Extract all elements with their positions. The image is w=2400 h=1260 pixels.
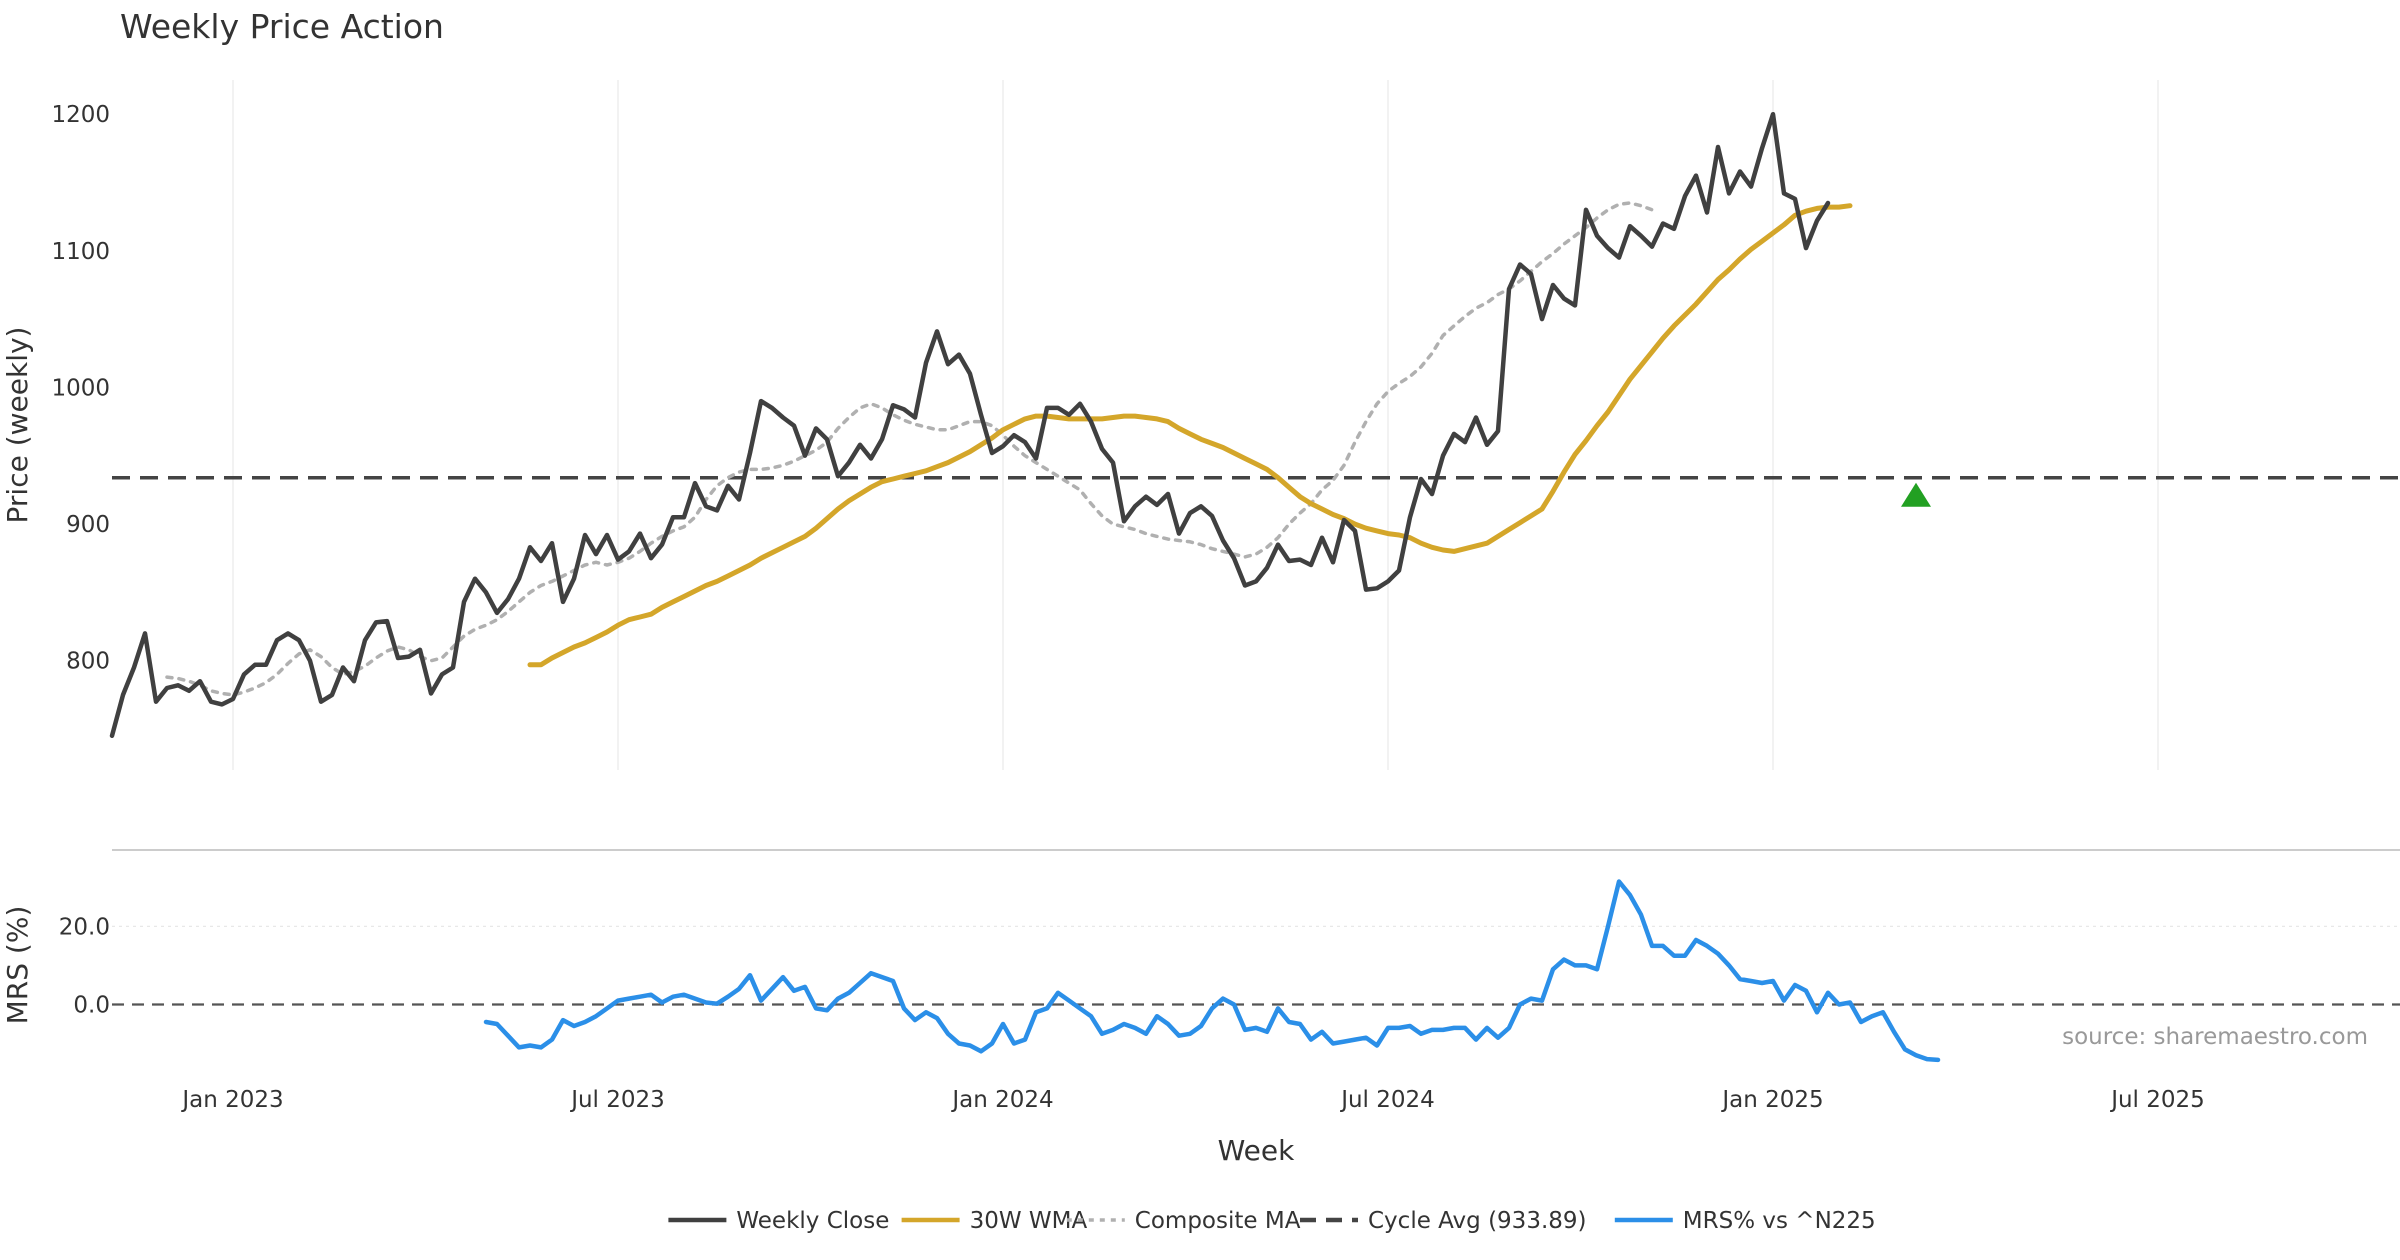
mrs-y-label: MRS (%) bbox=[1, 906, 34, 1025]
price-y-tick-label: 1000 bbox=[51, 375, 110, 401]
legend-label: Composite MA bbox=[1135, 1208, 1301, 1234]
x-tick-label: Jul 2023 bbox=[569, 1087, 665, 1113]
x-tick-label: Jan 2025 bbox=[1720, 1087, 1823, 1113]
x-tick-label: Jul 2024 bbox=[1339, 1087, 1435, 1113]
mrs-y-tick-label: 0.0 bbox=[73, 992, 110, 1018]
price-y-tick-label: 800 bbox=[66, 649, 110, 675]
mrs-panel: 0.0 20.0 MRS (%) source: sharemaestro.com bbox=[1, 879, 2400, 1063]
source-note: source: sharemaestro.com bbox=[2062, 1024, 2368, 1050]
legend-item: Cycle Avg (933.89) bbox=[1300, 1208, 1587, 1234]
price-y-tick-label: 1200 bbox=[51, 102, 110, 128]
x-tick-label: Jul 2025 bbox=[2109, 1087, 2205, 1113]
price-y-tick-label: 1100 bbox=[51, 239, 110, 265]
x-axis-ticks: Jan 2023 Jul 2023 Jan 2024 Jul 2024 Jan 2025… bbox=[180, 1087, 2204, 1113]
chart-title: Weekly Price Action bbox=[120, 7, 444, 46]
legend-label: MRS% vs ^N225 bbox=[1683, 1208, 1876, 1234]
legend-item: MRS% vs ^N225 bbox=[1614, 1208, 1876, 1234]
mrs-y-tick-label: 20.0 bbox=[59, 914, 110, 940]
signal-triangle-icon bbox=[1901, 482, 1931, 507]
price-panel: 800 900 1000 1100 1200 Price (weekly) bbox=[1, 80, 2400, 770]
price-y-ticks: 800 900 1000 1100 1200 bbox=[51, 102, 110, 675]
legend-item: Composite MA bbox=[1066, 1208, 1301, 1234]
wma-30w-line bbox=[527, 203, 1853, 668]
legend-label: Cycle Avg (933.89) bbox=[1368, 1208, 1587, 1234]
legend-label: Weekly Close bbox=[736, 1208, 889, 1234]
weekly-close-line bbox=[109, 111, 1831, 739]
mrs-line bbox=[483, 879, 1941, 1063]
x-axis-label: Week bbox=[1218, 1134, 1295, 1167]
legend-item: 30W WMA bbox=[901, 1208, 1088, 1234]
x-tick-label: Jan 2024 bbox=[950, 1087, 1053, 1113]
price-gridlines bbox=[232, 80, 2159, 770]
legend: Weekly Close 30W WMA Composite MA Cycle Avg… bbox=[668, 1208, 1876, 1234]
signal-markers bbox=[1901, 482, 1931, 507]
x-tick-label: Jan 2023 bbox=[180, 1087, 283, 1113]
composite-ma-line bbox=[165, 201, 1654, 697]
mrs-y-ticks: 0.0 20.0 bbox=[59, 914, 110, 1018]
price-y-tick-label: 900 bbox=[66, 512, 110, 538]
price-series bbox=[109, 111, 1853, 739]
price-y-label: Price (weekly) bbox=[1, 327, 34, 524]
legend-item: Weekly Close bbox=[668, 1208, 889, 1234]
mrs-series bbox=[483, 879, 1941, 1063]
